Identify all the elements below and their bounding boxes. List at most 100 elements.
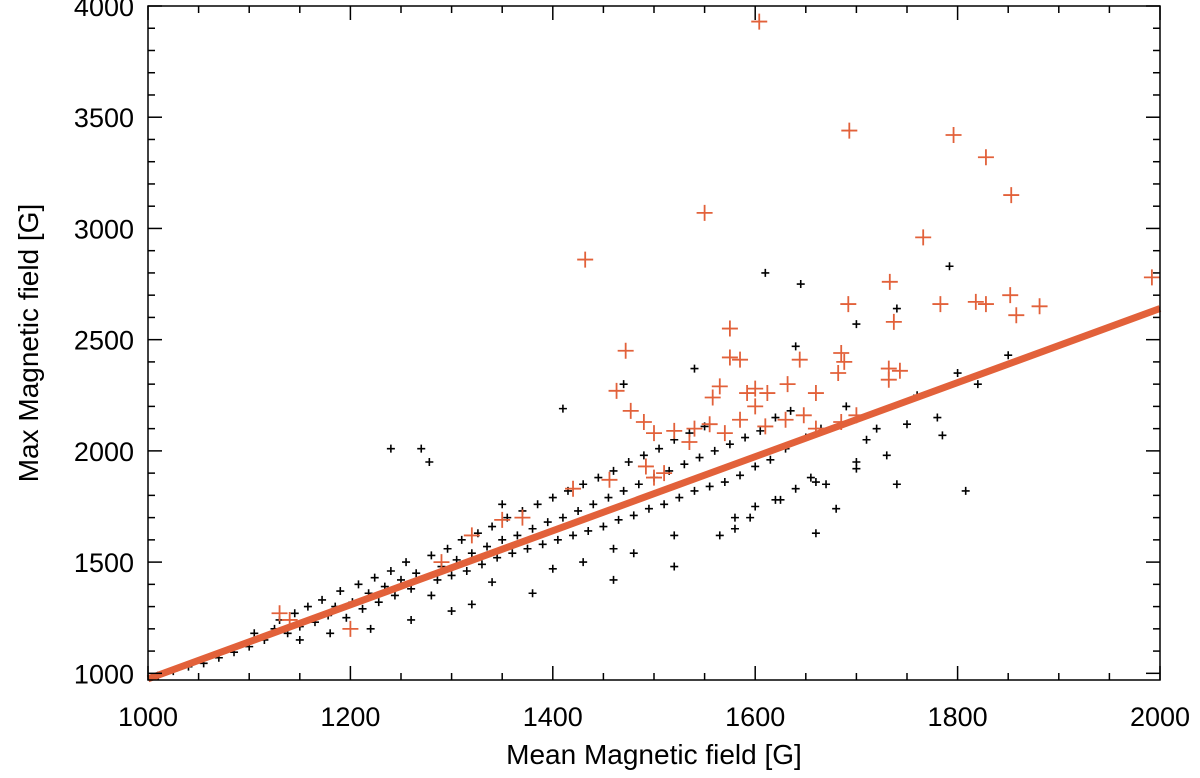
orange-plus-point (795, 407, 812, 424)
black-plus-point (705, 482, 714, 491)
black-plus-point (599, 522, 608, 531)
orange-plus-point (577, 251, 594, 268)
orange-plus-point (841, 122, 858, 139)
orange-plus-point (967, 293, 984, 310)
black-plus-point (614, 515, 623, 524)
orange-plus-point (646, 425, 662, 442)
black-plus-point (609, 544, 618, 553)
orange-plus-point (617, 342, 634, 359)
black-plus-point (574, 506, 583, 515)
y-tick-label: 2000 (74, 437, 134, 467)
black-plus-point (374, 598, 383, 607)
black-plus-point (961, 486, 970, 495)
orange-plus-point (840, 296, 857, 313)
black-plus-point (670, 562, 679, 571)
black-plus-point (1004, 351, 1013, 360)
black-plus-point (493, 553, 502, 562)
orange-plus-point (977, 149, 994, 166)
black-plus-point (584, 526, 593, 535)
y-tick-label: 1500 (74, 548, 134, 578)
orange-plus-point (656, 465, 673, 482)
orange-plus-point (791, 351, 808, 368)
black-plus-point (609, 575, 618, 584)
black-plus-point (715, 531, 724, 540)
orange-plus-point (608, 382, 625, 399)
orange-plus-point (751, 13, 768, 30)
black-plus-point (498, 535, 507, 544)
orange-plus-point (1002, 287, 1019, 304)
black-plus-point (425, 458, 434, 467)
black-plus-point (548, 493, 557, 502)
orange-plus-point (932, 296, 949, 313)
black-plus-point (412, 569, 421, 578)
y-tick-label: 3500 (74, 103, 134, 133)
black-plus-point (639, 451, 648, 460)
black-plus-point (402, 558, 411, 567)
orange-plus-point (880, 371, 897, 388)
black-plus-point (690, 486, 699, 495)
orange-plus-point (721, 320, 738, 337)
black-plus-point (417, 444, 426, 453)
orange-plus-point (622, 402, 639, 419)
black-plus-point (751, 462, 760, 471)
black-plus-point (433, 575, 442, 584)
black-plus-point (725, 440, 734, 449)
black-plus-point (973, 380, 982, 389)
black-plus-point (756, 426, 765, 435)
black-plus-point (619, 380, 628, 389)
black-plus-point (250, 629, 259, 638)
orange-plus-point (1003, 187, 1020, 204)
black-plus-point (538, 540, 547, 549)
black-plus-point (488, 522, 497, 531)
orange-plus-point (646, 469, 662, 486)
y-tick-label: 1000 (74, 659, 134, 689)
orange-plus-point (915, 229, 932, 246)
black-plus-point (579, 558, 588, 567)
black-plus-point (862, 435, 871, 444)
black-plus-point (358, 604, 367, 613)
black-plus-point (892, 304, 901, 313)
black-plus-point (791, 342, 800, 351)
black-plus-point (569, 531, 578, 540)
black-plus-point (629, 511, 638, 520)
orange-plus-point (732, 351, 749, 368)
black-plus-point (295, 635, 304, 644)
axis-ticks (147, 5, 1161, 680)
black-plus-point (604, 493, 613, 502)
orange-plus-point (885, 313, 902, 330)
black-plus-point (660, 500, 669, 509)
y-tick-label: 3000 (74, 214, 134, 244)
black-plus-point (386, 444, 395, 453)
black-plus-point (483, 542, 492, 551)
black-plus-point (933, 413, 942, 422)
black-plus-point (366, 624, 375, 633)
black-plus-point (558, 513, 567, 522)
black-plus-point (730, 513, 739, 522)
black-plus-point (761, 268, 770, 277)
orange-plus-point (716, 425, 733, 442)
black-plus-point (498, 500, 507, 509)
x-axis-title: Mean Magnetic field [G] (506, 739, 802, 770)
orange-plus-point (977, 296, 994, 313)
x-tick-label: 2000 (1130, 702, 1190, 732)
orange-plus-point (1031, 298, 1048, 315)
orange-plus-point (747, 398, 764, 415)
black-plus-point (751, 502, 760, 511)
black-plus-point (852, 458, 861, 467)
x-tick-label: 1000 (118, 702, 178, 732)
orange-plus-point (739, 385, 756, 402)
orange-plus-point (681, 433, 698, 450)
black-plus-point (938, 431, 947, 440)
black-plus-point (619, 486, 628, 495)
black-plus-point (336, 587, 345, 596)
black-plus-point (624, 458, 633, 467)
orange-plus-point (271, 605, 288, 622)
orange-plus-point (1008, 307, 1025, 324)
points-layer (154, 13, 1160, 680)
black-plus-point (467, 600, 476, 609)
black-plus-point (342, 613, 351, 622)
x-tick-label: 1600 (725, 702, 785, 732)
orange-plus-point (779, 376, 796, 393)
black-plus-point (467, 549, 476, 558)
